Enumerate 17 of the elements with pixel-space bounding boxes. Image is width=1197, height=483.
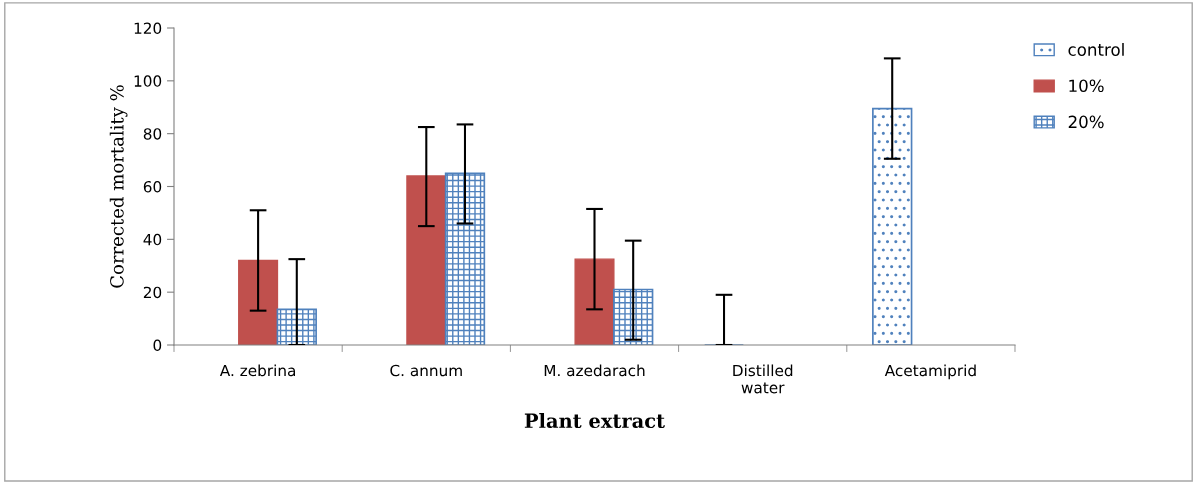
x-tick-label: A. zebrina [219,364,296,377]
legend-label: 10% [1069,79,1104,93]
y-tick-label: 80 [143,128,162,140]
y-tick-label: 20 [143,286,162,299]
x-tick-label: M. azedarach [544,364,645,377]
y-tick-label: 0 [153,339,162,352]
x-tick-label: C. annum [390,364,462,377]
y-tick-label: 60 [143,180,162,193]
y-axis-title: Corrected mortality % [109,85,128,288]
legend-label: 20% [1068,115,1104,129]
x-axis-title: Plant extract [524,413,665,429]
y-tick-label: 100 [134,75,162,87]
legend-label: control [1068,43,1124,56]
x-tick-label: Acetamiprid [884,364,976,380]
x-tick-label: Distilled water [733,364,793,394]
y-tick-label: 120 [134,22,162,35]
y-tick-label: 40 [143,233,162,246]
